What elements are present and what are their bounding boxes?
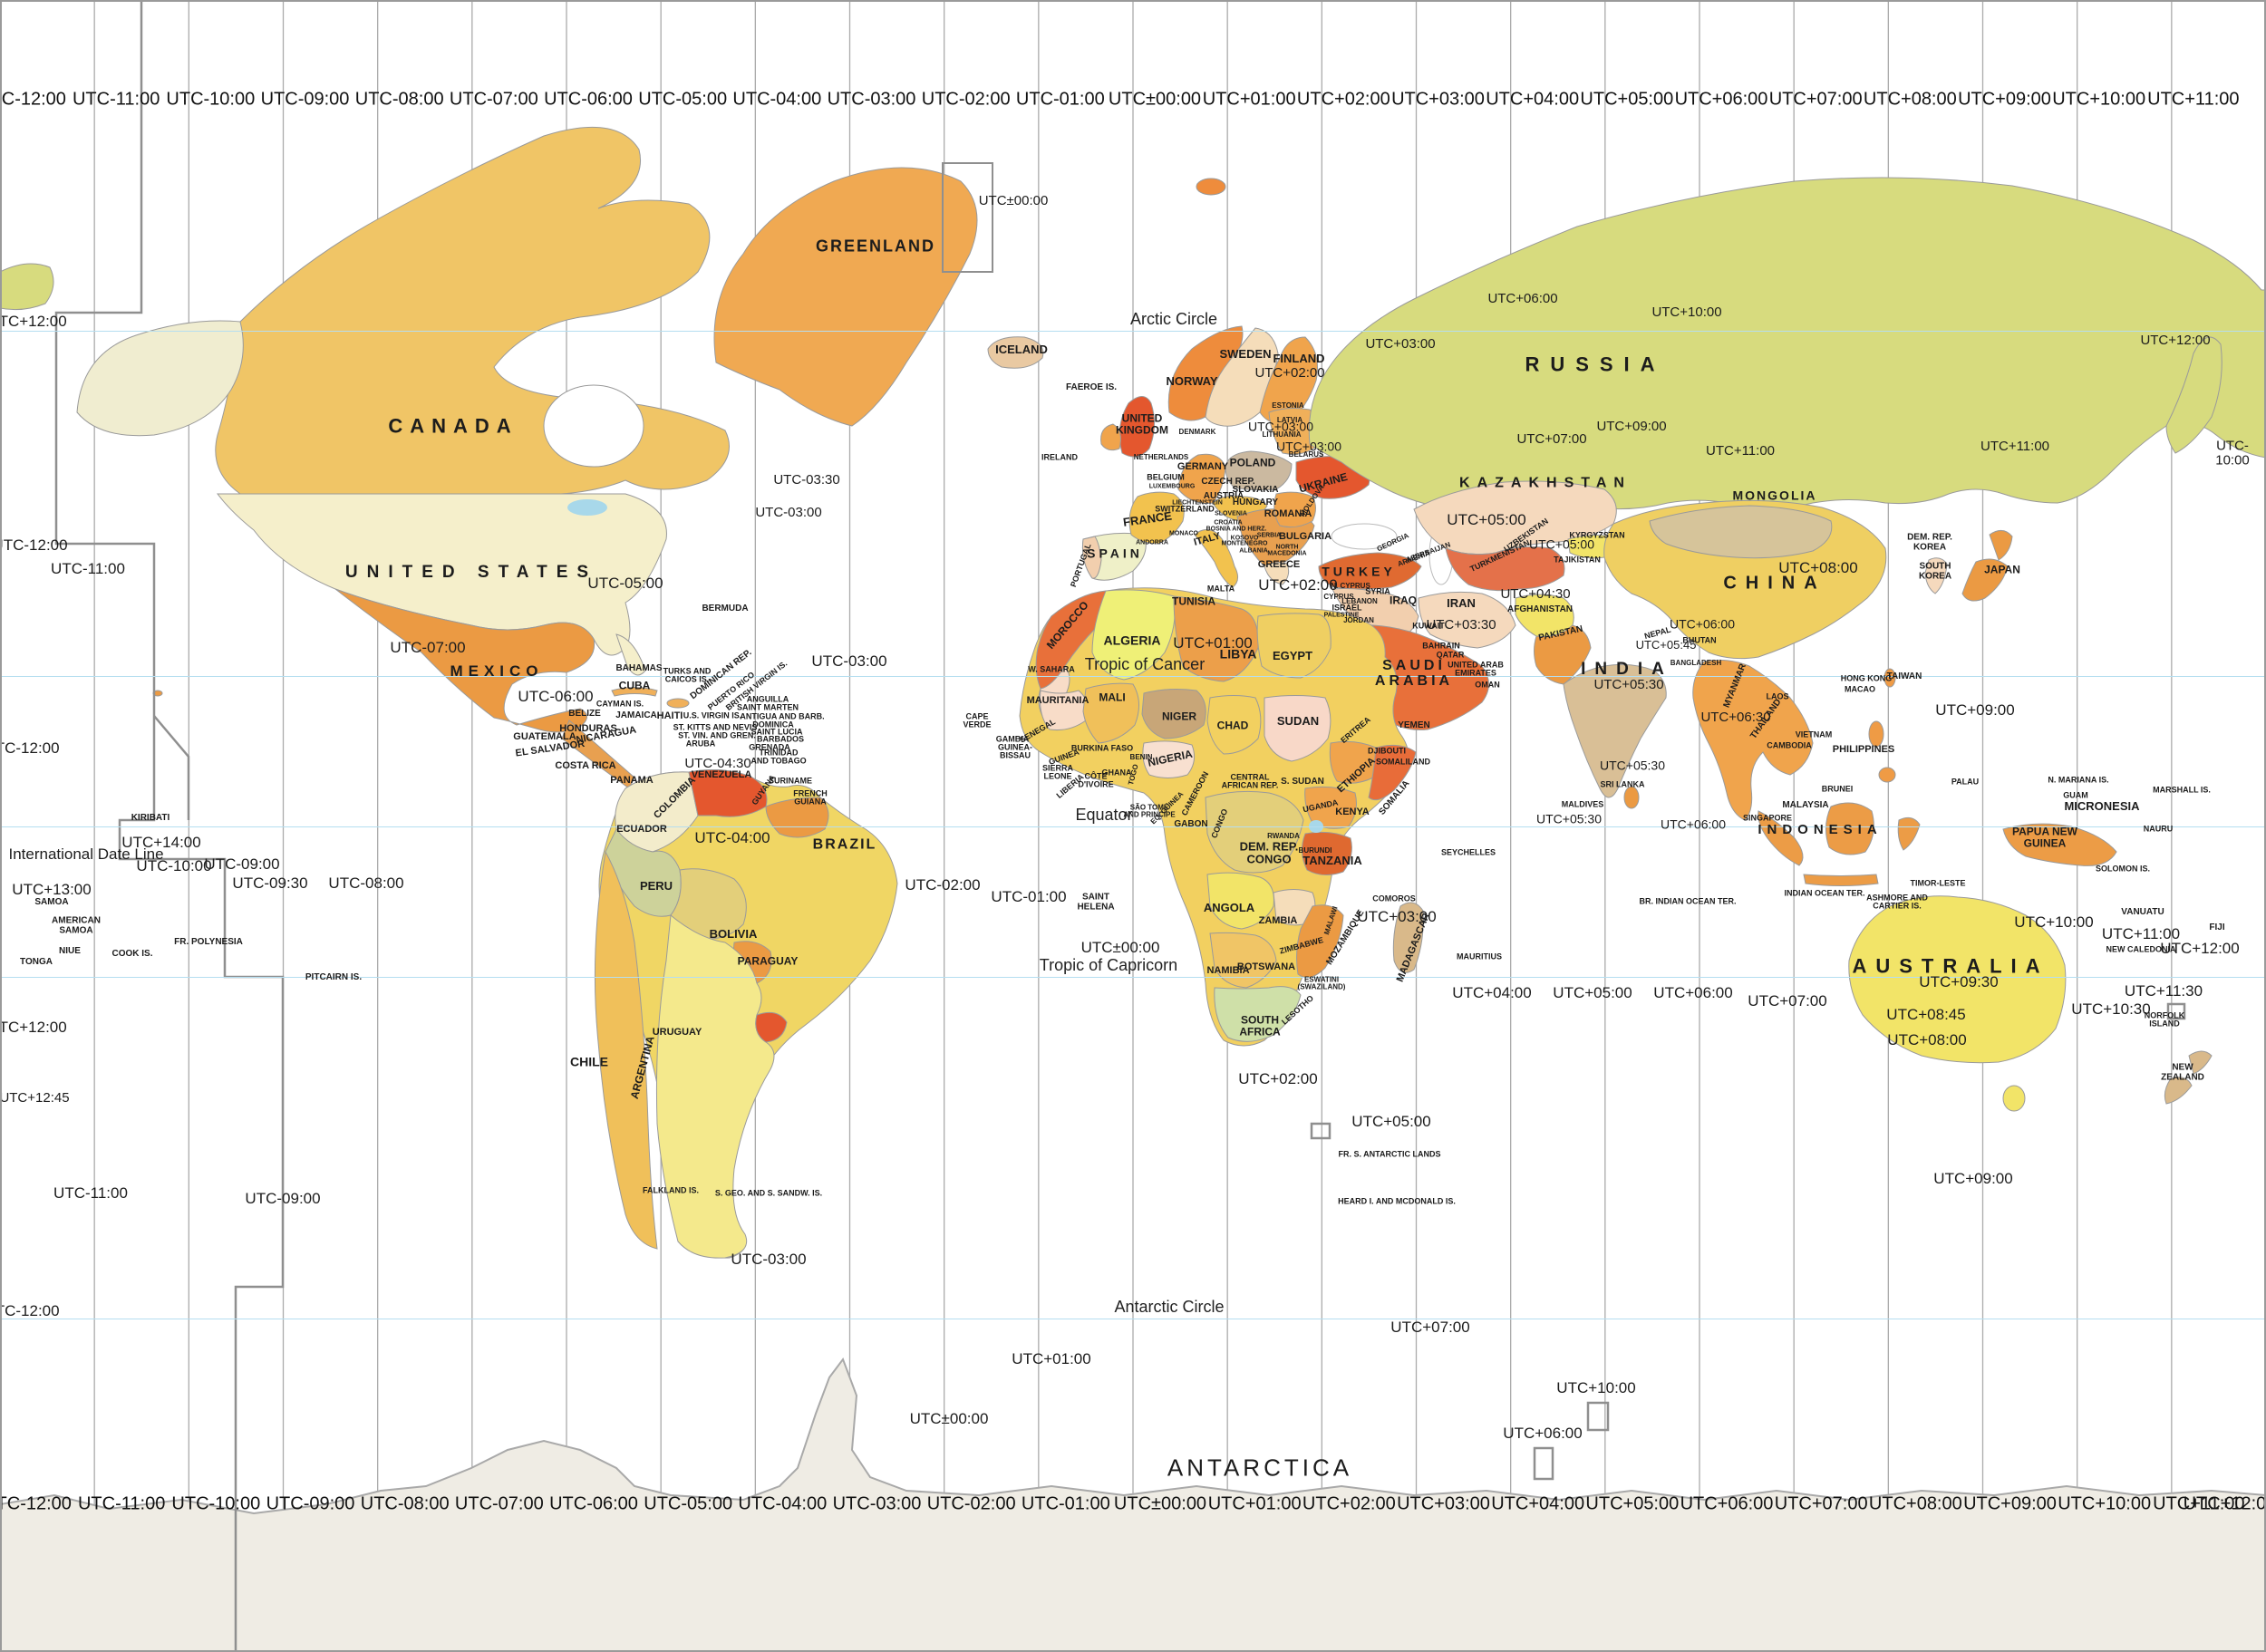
pakistan-region [1534,624,1592,685]
libya-region [1173,595,1259,682]
south-africa-region [1214,986,1302,1042]
italy-region [1194,529,1238,588]
tasmania [2002,1085,2026,1112]
central-america [561,720,635,789]
sri-lanka-island [1623,786,1640,809]
nigeria-region [1142,740,1196,778]
korea-region [1924,557,1948,594]
iran-region [1418,591,1516,649]
sulawesi [1897,816,1921,851]
france-region [1128,491,1185,545]
turkey-region [1318,552,1422,590]
kamchatka [2165,336,2222,454]
namibia-botswana-region [1209,932,1277,989]
landmass-australia [1848,895,2067,1064]
landmass-alaska [76,320,244,437]
philippines-luzon [1868,720,1884,748]
mongolia-region [1649,505,1833,559]
bolivia-region [670,868,747,940]
united-kingdom-region [1118,396,1155,458]
landmass-antarctica [0,1357,2266,1652]
chukotka-sliver [0,263,54,311]
java [1803,874,1879,886]
horn-of-africa-region [1368,744,1417,801]
international-date-line [54,0,285,1652]
algeria-region [1091,589,1176,681]
landmass-greenland [713,167,978,427]
landmass-iceland [987,336,1044,369]
borneo [1825,802,1874,855]
greece-region [1264,562,1290,585]
indochina-region [1692,659,1814,821]
ireland-region [1100,423,1121,451]
cuba-island [611,687,658,697]
utc-plus6-antarctic-box [1533,1446,1554,1481]
sumatra [1758,810,1804,866]
japan-honshu [1961,558,2009,602]
romania-bulgaria-region [1273,491,1316,528]
niger-region [1141,689,1206,739]
uzbek-turkmen-region [1445,546,1565,592]
new-zealand-north [2188,1050,2213,1075]
utc-plus5-antarctic-box [1310,1122,1332,1140]
black-sea [1331,523,1398,550]
japan-hokkaido [1989,530,2013,561]
mozambique-region [1296,904,1344,979]
uruguay-region [755,1011,788,1043]
tanzania-region [1302,831,1352,875]
chad-region [1206,695,1262,755]
philippines-mindanao [1878,767,1896,783]
egypt-region [1256,613,1332,679]
hudson-bay [543,384,644,468]
sudan-region [1264,695,1332,762]
utc-plus10-antarctic-box [1586,1401,1610,1432]
taiwan-island [1883,668,1896,688]
zone-boundary-lines [54,0,2186,1652]
hispaniola-island [666,698,690,709]
land-layer [0,126,2266,1652]
mali-region [1082,682,1139,744]
portugal-region [1082,536,1102,579]
new-zealand-south [2164,1077,2193,1105]
argentina-region [655,914,775,1259]
new-guinea [2002,823,2117,866]
norfolk-utc1130-box [2166,1002,2186,1020]
angola-region [1206,872,1274,930]
poland-region [1225,450,1293,491]
great-lakes [567,499,607,516]
greenland-utc0-zone-box [942,162,993,273]
madagascar-island [1392,902,1424,973]
chile-strip [594,850,658,1250]
norway-region [1167,325,1244,421]
india-region [1563,663,1667,798]
drc-region [1205,790,1304,874]
svalbard [1196,178,1226,196]
kiribati-utc14-boundary [153,715,190,820]
landmass-mexico [334,588,596,733]
florida [615,633,646,676]
sweden-region [1205,327,1279,427]
venezuela-region [688,769,768,817]
colombia-region [615,771,699,853]
